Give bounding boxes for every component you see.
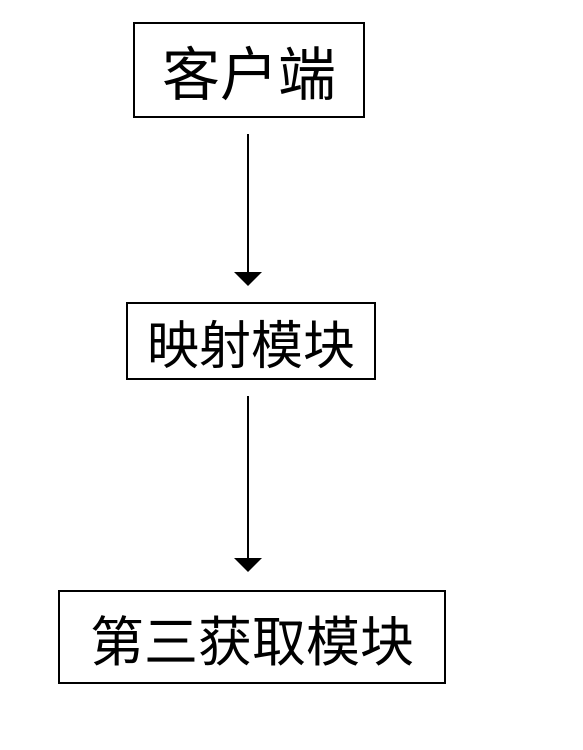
node-client: 客户端 — [133, 22, 365, 118]
flowchart-container: 客户端 映射模块 第三获取模块 — [0, 0, 583, 750]
node-client-label: 客户端 — [162, 28, 336, 112]
node-mapping-module: 映射模块 — [126, 302, 376, 380]
node-third-label: 第三获取模块 — [90, 598, 414, 677]
arrow-2-line — [247, 396, 249, 558]
node-mapping-label: 映射模块 — [147, 304, 355, 379]
node-third-acquisition-module: 第三获取模块 — [58, 590, 446, 684]
arrow-2-head — [234, 558, 262, 572]
arrow-1-head — [234, 272, 262, 286]
arrow-1-line — [247, 134, 249, 272]
